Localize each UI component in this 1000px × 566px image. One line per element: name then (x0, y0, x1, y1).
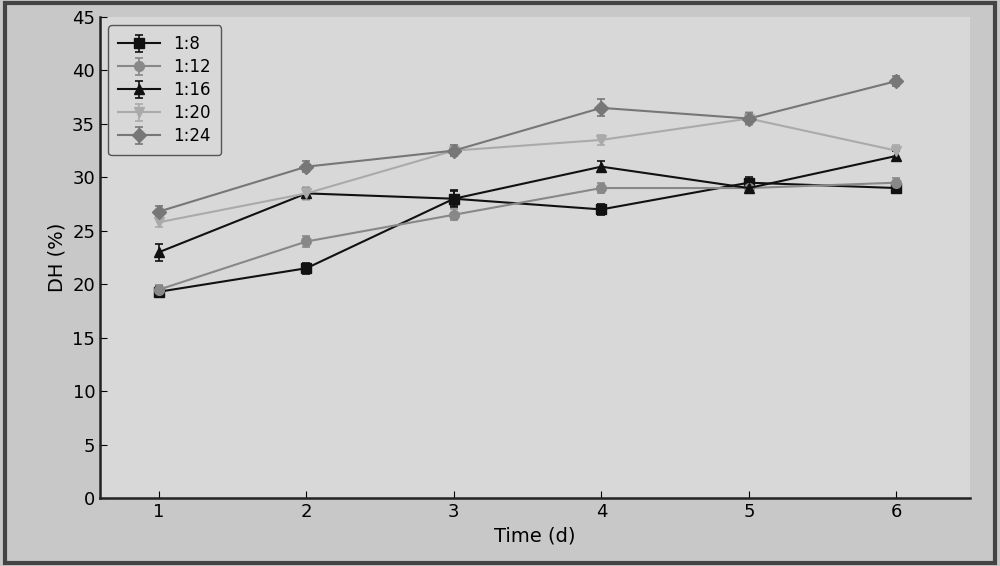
X-axis label: Time (d): Time (d) (494, 526, 576, 546)
Legend: 1:8, 1:12, 1:16, 1:20, 1:24: 1:8, 1:12, 1:16, 1:20, 1:24 (108, 25, 221, 155)
Y-axis label: DH (%): DH (%) (48, 223, 67, 292)
